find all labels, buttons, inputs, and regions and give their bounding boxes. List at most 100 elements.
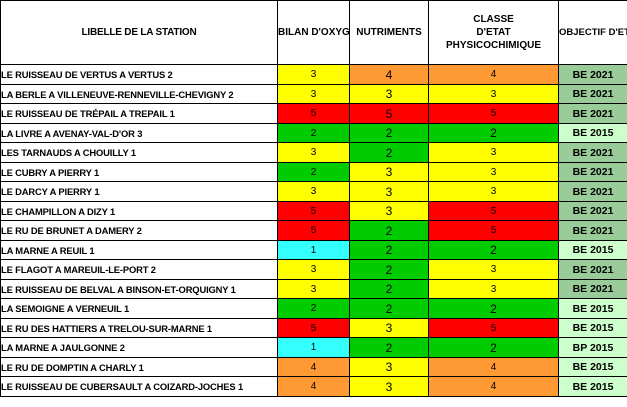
objective-value: BE 2015 (558, 240, 627, 260)
objective-value: BE 2021 (558, 84, 627, 104)
class-value: 3 (428, 84, 559, 104)
nutrients-value: 3 (349, 181, 429, 202)
class-value: 4 (428, 64, 559, 85)
oxygen-value: 3 (277, 259, 350, 280)
station-name: LE RU DE DOMPTIN A CHARLY 1 (0, 357, 278, 377)
water-quality-table: LIBELLE DE LA STATION BILAN D'OXYGENE NU… (0, 0, 627, 397)
nutrients-value: 3 (349, 318, 429, 338)
objective-value: BE 2021 (558, 103, 627, 124)
objective-value: BE 2021 (558, 259, 627, 280)
nutrients-value: 2 (349, 220, 429, 241)
nutrients-value: 3 (349, 162, 429, 182)
class-value: 3 (428, 142, 559, 163)
class-value: 4 (428, 376, 559, 397)
header-class-line3: PHYSICOCHIMIQUE (445, 40, 541, 51)
oxygen-value: 3 (277, 84, 350, 104)
nutrients-value: 2 (349, 298, 429, 319)
header-class-line2: D'ETAT (476, 27, 511, 38)
objective-value: BE 2021 (558, 142, 627, 163)
header-class-line1: CLASSE (473, 14, 514, 25)
class-value: 5 (428, 220, 559, 241)
oxygen-value: 3 (277, 279, 350, 299)
station-name: LE RUISSEAU DE VERTUS A VERTUS 2 (0, 64, 278, 85)
oxygen-value: 3 (277, 181, 350, 202)
class-value: 4 (428, 357, 559, 377)
header-objective: OBJECTIF D'ETAT ECOLOGIQUE DU SDAGE (558, 0, 627, 65)
class-value: 2 (428, 298, 559, 319)
objective-value: BE 2021 (558, 162, 627, 182)
table-row: LA LIVRE A AVENAY-VAL-D'OR 3 2 2 2 BE 2015 (0, 123, 627, 143)
table-row: LES TARNAUDS A CHOUILLY 1 3 2 3 BE 2021 (0, 142, 627, 163)
header-nutrients: NUTRIMENTS (349, 0, 429, 65)
table-row: LA SEMOIGNE A VERNEUIL 1 2 2 2 BE 2015 (0, 298, 627, 319)
class-value: 5 (428, 318, 559, 338)
oxygen-value: 5 (277, 318, 350, 338)
station-name: LA SEMOIGNE A VERNEUIL 1 (0, 298, 278, 319)
nutrients-value: 2 (349, 279, 429, 299)
oxygen-value: 3 (277, 64, 350, 85)
station-name: LA LIVRE A AVENAY-VAL-D'OR 3 (0, 123, 278, 143)
nutrients-value: 2 (349, 240, 429, 260)
station-name: LA BERLE A VILLENEUVE-RENNEVILLE-CHEVIGN… (0, 84, 278, 104)
header-row: LIBELLE DE LA STATION BILAN D'OXYGENE NU… (0, 0, 627, 65)
table-row: LA MARNE A REUIL 1 1 2 2 BE 2015 (0, 240, 627, 260)
oxygen-value: 1 (277, 240, 350, 260)
station-name: LE RUISSEAU DE BELVAL A BINSON-ET-ORQUIG… (0, 279, 278, 299)
station-name: LE RUISSEAU DE CUBERSAULT A COIZARD-JOCH… (0, 376, 278, 397)
objective-value: BE 2015 (558, 298, 627, 319)
oxygen-value: 3 (277, 142, 350, 163)
nutrients-value: 3 (349, 201, 429, 221)
table-row: LA MARNE A JAULGONNE 2 1 2 2 BP 2015 (0, 337, 627, 358)
objective-value: BE 2015 (558, 318, 627, 338)
table-row: LE CHAMPILLON A DIZY 1 5 3 5 BE 2021 (0, 201, 627, 221)
oxygen-value: 2 (277, 123, 350, 143)
objective-value: BE 2015 (558, 357, 627, 377)
table-row: LA BERLE A VILLENEUVE-RENNEVILLE-CHEVIGN… (0, 84, 627, 104)
nutrients-value: 5 (349, 103, 429, 124)
table-row: LE FLAGOT A MAREUIL-LE-PORT 2 3 2 3 BE 2021 (0, 259, 627, 280)
class-value: 3 (428, 279, 559, 299)
nutrients-value: 3 (349, 357, 429, 377)
nutrients-value: 2 (349, 142, 429, 163)
class-value: 2 (428, 123, 559, 143)
station-name: LE RUISSEAU DE TRÉPAIL A TREPAIL 1 (0, 103, 278, 124)
objective-value: BE 2021 (558, 220, 627, 241)
station-name: LE RU DE BRUNET A DAMERY 2 (0, 220, 278, 241)
oxygen-value: 2 (277, 162, 350, 182)
table-row: LE RU DE DOMPTIN A CHARLY 1 4 3 4 BE 2015 (0, 357, 627, 377)
station-name: LA MARNE A REUIL 1 (0, 240, 278, 260)
objective-value: BE 2021 (558, 201, 627, 221)
header-class: CLASSE D'ETAT PHYSICOCHIMIQUE (428, 0, 559, 65)
table-row: LE RUISSEAU DE TRÉPAIL A TREPAIL 1 5 5 5 BE … (0, 103, 627, 124)
oxygen-value: 5 (277, 201, 350, 221)
objective-value: BE 2021 (558, 64, 627, 85)
table-row: LE RUISSEAU DE CUBERSAULT A COIZARD-JOCH… (0, 376, 627, 397)
oxygen-value: 2 (277, 298, 350, 319)
station-name: LA MARNE A JAULGONNE 2 (0, 337, 278, 358)
nutrients-value: 3 (349, 84, 429, 104)
station-name: LE DARCY A PIERRY 1 (0, 181, 278, 202)
station-name: LE RU DES HATTIERS A TRELOU-SUR-MARNE 1 (0, 318, 278, 338)
class-value: 3 (428, 259, 559, 280)
station-name: LES TARNAUDS A CHOUILLY 1 (0, 142, 278, 163)
class-value: 2 (428, 240, 559, 260)
class-value: 5 (428, 201, 559, 221)
objective-value: BP 2015 (558, 337, 627, 358)
class-value: 3 (428, 181, 559, 202)
objective-value: BE 2021 (558, 181, 627, 202)
header-oxygen: BILAN D'OXYGENE (277, 0, 350, 65)
nutrients-value: 2 (349, 123, 429, 143)
station-name: LE CUBRY A PIERRY 1 (0, 162, 278, 182)
class-value: 3 (428, 162, 559, 182)
objective-value: BE 2015 (558, 376, 627, 397)
table-row: LE CUBRY A PIERRY 1 2 3 3 BE 2021 (0, 162, 627, 182)
nutrients-value: 2 (349, 337, 429, 358)
table-row: LE DARCY A PIERRY 1 3 3 3 BE 2021 (0, 181, 627, 202)
nutrients-value: 4 (349, 64, 429, 85)
table-row: LE RU DE BRUNET A DAMERY 2 5 2 5 BE 2021 (0, 220, 627, 241)
station-name: LE FLAGOT A MAREUIL-LE-PORT 2 (0, 259, 278, 280)
objective-value: BE 2021 (558, 279, 627, 299)
nutrients-value: 2 (349, 259, 429, 280)
class-value: 5 (428, 103, 559, 124)
